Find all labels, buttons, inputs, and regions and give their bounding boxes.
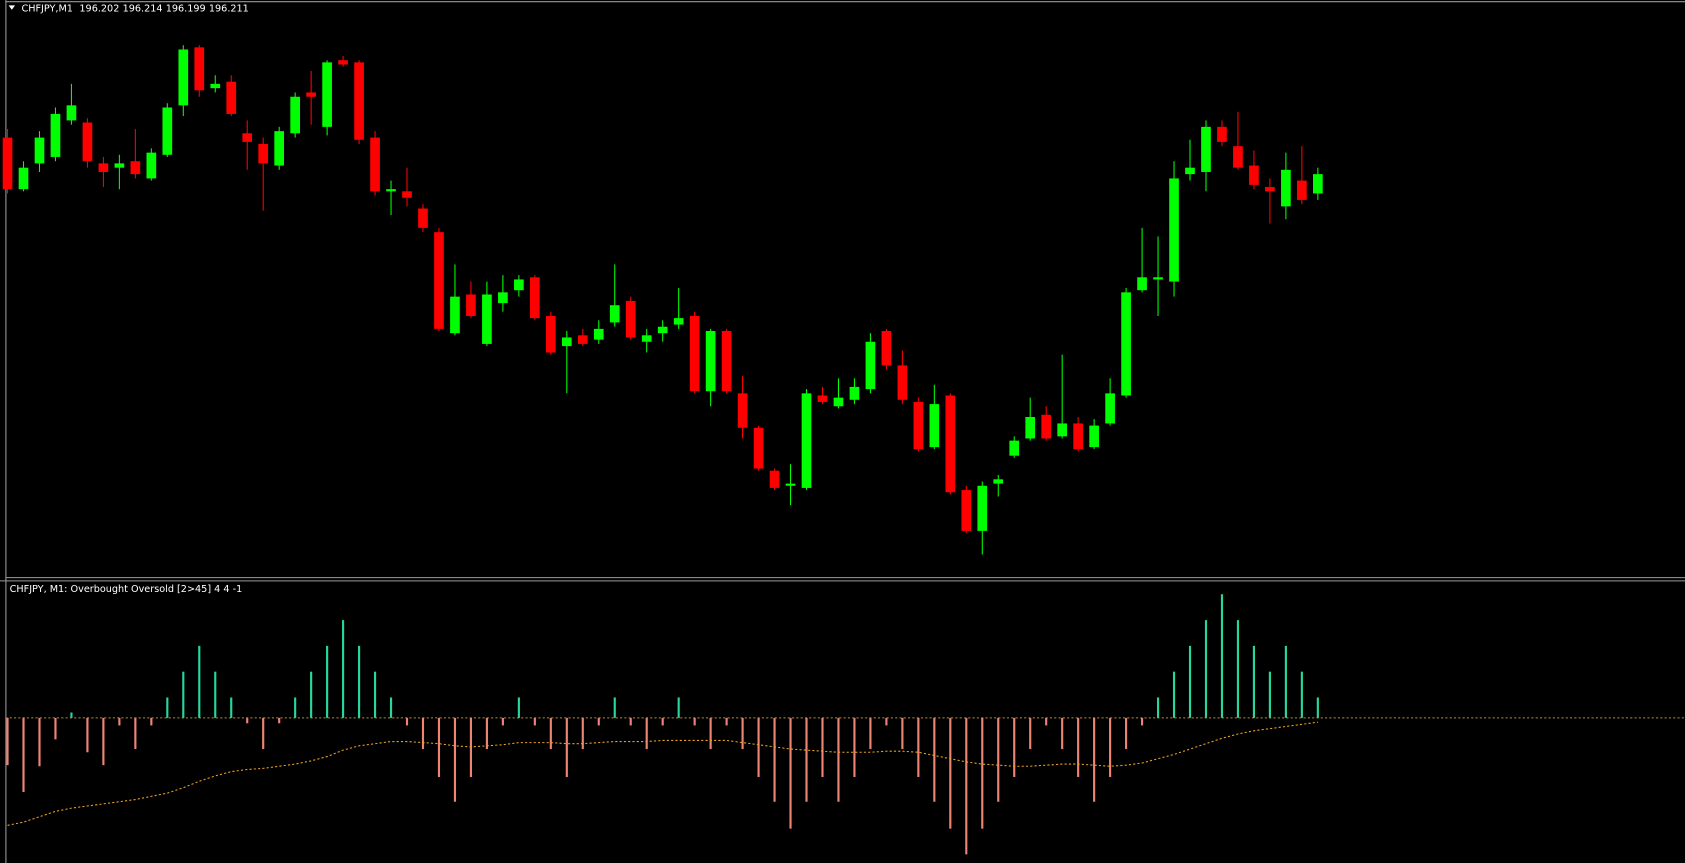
candle-body <box>1121 292 1131 396</box>
candle-body <box>897 365 908 400</box>
symbol-title: CHFJPY,M1 <box>21 4 72 15</box>
candle-body <box>577 335 588 344</box>
indicator-title: CHFJPY, M1: Overbought Oversold [2>45] 4… <box>10 584 243 595</box>
candle-body <box>625 300 636 338</box>
candle-body <box>1057 423 1068 437</box>
candle-body <box>82 122 93 162</box>
candle-body <box>354 62 364 140</box>
candle-body <box>402 191 412 198</box>
candle-body <box>1185 167 1195 175</box>
candle-body <box>561 337 572 347</box>
candle-body <box>482 294 492 344</box>
candle-body <box>641 335 652 342</box>
candle-body <box>545 315 556 353</box>
candle-body <box>530 277 540 319</box>
candle-body <box>18 167 29 190</box>
candle-body <box>993 479 1004 484</box>
candle-body <box>1105 393 1115 424</box>
candle-body <box>609 305 620 323</box>
candle-body <box>130 161 141 175</box>
candle-body <box>769 470 780 488</box>
menu-arrow[interactable] <box>8 5 16 10</box>
low-value: 196.199 <box>166 4 206 15</box>
candle-body <box>881 331 892 366</box>
candle-body <box>242 133 253 142</box>
candle-body <box>338 60 348 65</box>
candle-body <box>466 294 476 316</box>
candle-body <box>1025 416 1036 439</box>
candle-body <box>1217 126 1227 142</box>
candle-body <box>753 427 764 469</box>
candle-body <box>801 393 812 488</box>
candle-body <box>370 137 380 192</box>
candle-body <box>1137 277 1147 291</box>
high-value: 196.214 <box>123 4 163 15</box>
candle-body <box>418 208 428 228</box>
candle-body <box>785 483 796 486</box>
candle-body <box>1281 169 1291 207</box>
candle-body <box>1009 440 1020 456</box>
candle-body <box>194 47 205 91</box>
candle-body <box>1297 180 1307 200</box>
candle-body <box>1265 187 1275 192</box>
candle-body <box>705 331 716 392</box>
candle-body <box>1169 178 1179 282</box>
candle-body <box>226 81 237 114</box>
candle-body <box>689 315 700 392</box>
candle-body <box>178 49 189 106</box>
candle-body <box>865 341 876 390</box>
candle-body <box>913 401 924 450</box>
candle-body <box>673 318 684 325</box>
candle-body <box>817 395 828 402</box>
candle-body <box>114 163 125 168</box>
price-header: CHFJPY,M1 196.202 196.214 196.199 196.211 <box>21 4 248 15</box>
candle-body <box>721 331 732 392</box>
close-value: 196.211 <box>209 4 249 15</box>
open-value: 196.202 <box>79 4 119 15</box>
candle-body <box>1073 423 1083 450</box>
candle-body <box>1233 146 1243 168</box>
candle-body <box>1201 126 1211 172</box>
candle-body <box>1249 165 1259 185</box>
candle-body <box>961 490 972 531</box>
candle-body <box>977 485 988 531</box>
candle-body <box>1089 425 1099 448</box>
candle-body <box>929 404 940 448</box>
candle-body <box>210 83 221 89</box>
candle-body <box>146 152 157 179</box>
candle-body <box>274 131 285 166</box>
candle-body <box>322 62 332 127</box>
candle-body <box>434 232 444 329</box>
candle-body <box>50 113 61 157</box>
candle-body <box>657 326 668 334</box>
candle-body <box>498 292 508 304</box>
candle-body <box>593 328 604 340</box>
candle-body <box>66 105 77 121</box>
candle-body <box>945 395 956 493</box>
candle-body <box>258 144 269 164</box>
candle-body <box>450 296 460 334</box>
candle-body <box>290 96 300 134</box>
signal-line <box>7 721 1318 826</box>
candle-body <box>34 137 45 164</box>
candle-body <box>514 279 524 291</box>
candle-body <box>849 386 860 400</box>
candle-body <box>1313 174 1323 194</box>
candle-body <box>386 189 396 192</box>
candle-body <box>1041 414 1052 439</box>
candle-body <box>162 107 173 155</box>
candle-body <box>2 137 13 190</box>
candle-body <box>98 163 109 172</box>
candle-body <box>833 397 844 407</box>
candle-body <box>737 393 748 428</box>
candle-body <box>306 92 316 97</box>
candle-body <box>1153 277 1163 280</box>
